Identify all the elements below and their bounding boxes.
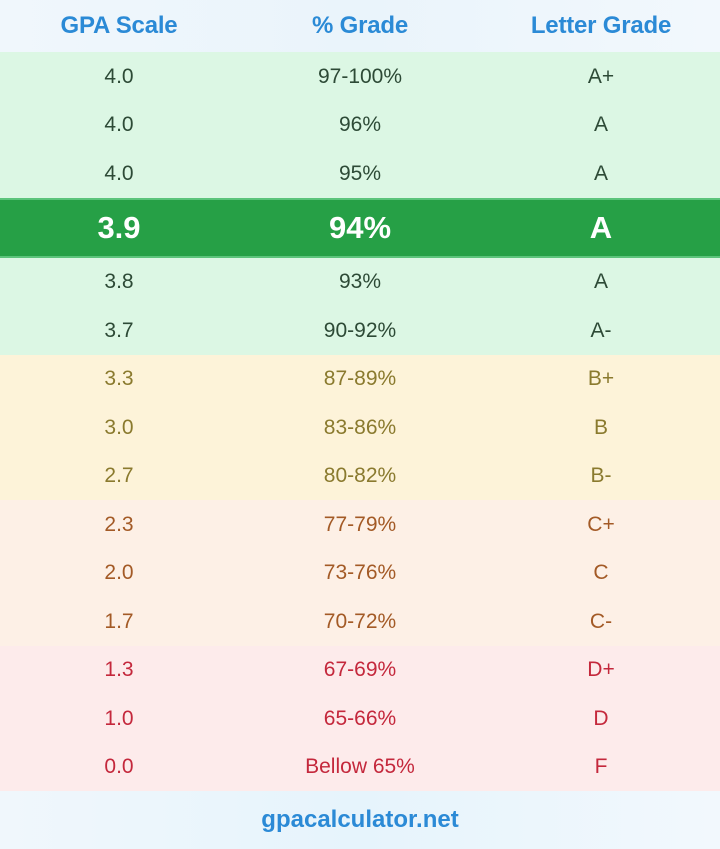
table-row: 1.0 65-66% D xyxy=(0,694,720,743)
letter-cell: D xyxy=(593,706,609,730)
letter-cell: D+ xyxy=(587,658,615,682)
table-row: 2.3 77-79% C+ xyxy=(0,500,720,549)
letter-cell: C- xyxy=(589,609,613,633)
percent-cell: 65-66% xyxy=(323,706,397,730)
letter-cell: A xyxy=(593,270,608,294)
letter-cell: A+ xyxy=(587,64,615,88)
table-header: GPA Scale % Grade Letter Grade xyxy=(0,0,720,52)
letter-cell: A xyxy=(589,210,613,245)
table-row: 3.8 93% A xyxy=(0,257,720,306)
table-row: 4.0 96% A xyxy=(0,100,720,149)
gpa-cell: 4.0 xyxy=(104,64,134,88)
percent-cell: 97-100% xyxy=(317,64,403,88)
gpa-cell: 0.0 xyxy=(104,755,134,779)
percent-cell: 96% xyxy=(338,113,382,137)
gpa-cell: 4.0 xyxy=(104,113,134,137)
letter-cell: B+ xyxy=(587,367,615,391)
table-row: 0.0 Bellow 65% F xyxy=(0,742,720,791)
letter-cell: F xyxy=(594,755,608,779)
gpa-cell: 2.7 xyxy=(104,464,134,488)
gpa-cell: 2.3 xyxy=(104,512,134,536)
letter-cell: A xyxy=(593,113,608,137)
percent-cell: 67-69% xyxy=(323,658,397,682)
table-row: 4.0 95% A xyxy=(0,149,720,198)
header-percent-grade: % Grade xyxy=(312,12,408,39)
gpa-cell: 3.9 xyxy=(97,210,141,245)
letter-cell: C+ xyxy=(587,512,615,536)
letter-cell: B xyxy=(593,415,608,439)
table-row: 1.7 70-72% C- xyxy=(0,597,720,646)
letter-cell: A xyxy=(593,161,608,185)
percent-cell: Bellow 65% xyxy=(305,755,415,779)
header-gpa-scale: GPA Scale xyxy=(60,12,178,39)
gpa-cell: 2.0 xyxy=(104,561,134,585)
letter-cell: A- xyxy=(590,318,612,342)
header-letter-grade: Letter Grade xyxy=(530,12,672,39)
table-row: 2.0 73-76% C xyxy=(0,548,720,597)
site-name: gpacalculator.net xyxy=(261,806,459,833)
footer: gpacalculator.net xyxy=(0,791,720,849)
percent-cell: 87-89% xyxy=(323,367,397,391)
letter-cell: B- xyxy=(590,464,612,488)
table-row: 2.7 80-82% B- xyxy=(0,451,720,500)
percent-cell: 77-79% xyxy=(323,512,397,536)
gpa-cell: 3.3 xyxy=(104,367,134,391)
table-row: 3.7 90-92% A- xyxy=(0,306,720,355)
table-row: 4.0 97-100% A+ xyxy=(0,52,720,101)
table-row: 3.3 87-89% B+ xyxy=(0,354,720,403)
percent-cell: 83-86% xyxy=(323,415,397,439)
percent-cell: 70-72% xyxy=(323,609,397,633)
letter-cell: C xyxy=(593,561,609,585)
table-row: 1.3 67-69% D+ xyxy=(0,645,720,694)
table-row: 3.0 83-86% B xyxy=(0,403,720,452)
gpa-cell: 1.7 xyxy=(104,609,134,633)
gpa-cell: 3.0 xyxy=(104,415,134,439)
percent-cell: 73-76% xyxy=(323,561,397,585)
percent-cell: 94% xyxy=(328,210,392,245)
percent-cell: 90-92% xyxy=(323,318,397,342)
gpa-cell: 3.7 xyxy=(104,318,134,342)
percent-cell: 80-82% xyxy=(323,464,397,488)
percent-cell: 95% xyxy=(338,161,382,185)
percent-cell: 93% xyxy=(338,270,382,294)
gpa-cell: 4.0 xyxy=(104,161,134,185)
gpa-cell: 3.8 xyxy=(104,270,134,294)
highlighted-row: 3.9 94% A xyxy=(0,197,720,258)
gpa-cell: 1.3 xyxy=(104,658,134,682)
gpa-cell: 1.0 xyxy=(104,706,134,730)
